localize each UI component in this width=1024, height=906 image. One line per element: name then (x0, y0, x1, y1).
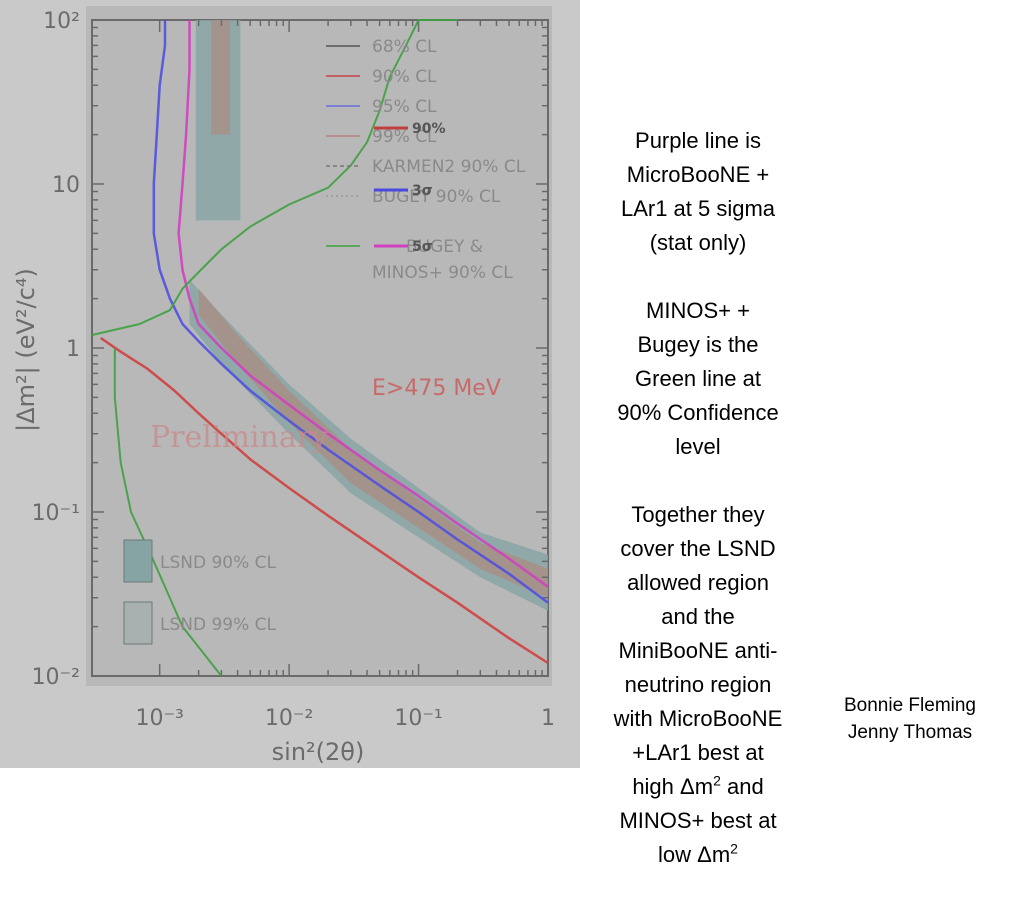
series-line-5- (177, 20, 549, 588)
notes-text: Purple line is MicroBooNE + LAr1 at 5 si… (612, 124, 784, 906)
note-purple-line: Purple line is MicroBooNE + LAr1 at 5 si… (620, 128, 776, 255)
tick-marks (92, 19, 549, 677)
x-tick-label: 10⁻³ (135, 706, 183, 731)
preliminary-annotation: Preliminary (150, 420, 328, 455)
curves (91, 19, 549, 677)
lsnd-99-label: LSND 99% CL (160, 615, 277, 635)
credit-author-1: Bonnie Fleming (843, 695, 977, 716)
series-line-minos-90-cl-low-m- (113, 348, 223, 677)
delta-m-high: Δm (680, 774, 714, 799)
series-line-bugey-minos-90-cl (91, 19, 458, 336)
credits: Bonnie Fleming Jenny Thomas (812, 692, 1008, 746)
delta-m-high-exponent: 2 (713, 772, 721, 789)
x-axis-title: sin²(2θ) (272, 738, 365, 766)
lsnd-90-label: LSND 90% CL (160, 553, 277, 573)
lsnd-99-swatch (123, 601, 153, 645)
y-tick-label: 10⁻¹ (32, 501, 80, 526)
delta-m-low-exponent: 2 (730, 840, 738, 857)
overlay-legend-label: 5σ (412, 239, 433, 255)
lsnd-90-swatch (123, 539, 153, 583)
series-line-3- (152, 20, 549, 604)
miniboone-core-region (211, 20, 231, 135)
series-line-90- (99, 336, 549, 665)
legend-label: 99% CL (372, 127, 437, 147)
legend-label: BUGEY & (406, 237, 483, 257)
legend-label: KARMEN2 90% CL (372, 157, 526, 177)
overlay-legend-label: 3σ (412, 183, 433, 199)
y-tick-label: 10 (52, 173, 80, 198)
legend: 68% CL 90% CL 95% CL 99% CL KARMEN2 90% CL BU… (326, 37, 526, 283)
legend-label: BUGEY 90% CL (372, 187, 501, 207)
lsnd-90-region (198, 288, 548, 598)
y-tick-label: 10⁻² (32, 665, 80, 690)
energy-cut-annotation: E>475 MeV (372, 376, 501, 401)
legend-label: 90% CL (372, 67, 437, 87)
tick-labels: 10⁻³ 10⁻² 10⁻¹ 1 10⁻² 10⁻¹ 1 10 10² (32, 9, 555, 731)
y-axis-title: |Δm²| (eV²/c⁴) (12, 268, 40, 432)
note-coverage: Together they cover the LSND allowed reg… (612, 498, 784, 872)
note-coverage-part1: Together they cover the LSND allowed reg… (613, 502, 783, 799)
credit-author-2: Jenny Thomas (847, 722, 973, 743)
plot-area (86, 6, 552, 686)
x-tick-label: 1 (541, 706, 555, 731)
y-tick-label: 10² (43, 9, 80, 34)
note-green-line: MINOS+ + Bugey is the Green line at 90% … (617, 298, 779, 459)
legend-label: MINOS+ 90% CL (372, 263, 513, 283)
overlay-legend: 90% 3σ 5σ (374, 121, 446, 255)
x-tick-label: 10⁻¹ (394, 706, 442, 731)
x-tick-label: 10⁻² (265, 706, 313, 731)
legend-label: 95% CL (372, 97, 437, 117)
overlay-legend-label: 90% (412, 121, 446, 137)
y-tick-label: 1 (66, 337, 80, 362)
allowed-regions (189, 20, 548, 611)
delta-m-low: Δm (697, 842, 731, 867)
legend-label: 68% CL (372, 37, 437, 57)
sensitivity-chart: 68% CL 90% CL 95% CL 99% CL KARMEN2 90% CL BU… (12, 6, 555, 766)
